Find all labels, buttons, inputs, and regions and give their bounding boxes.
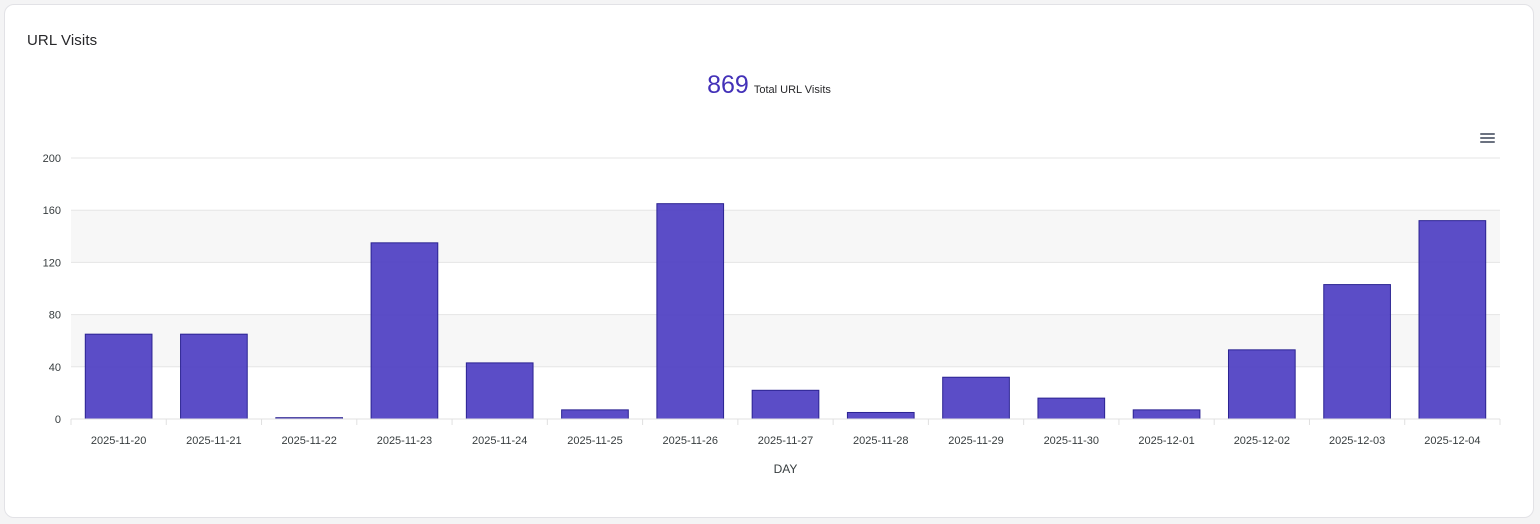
bar <box>942 376 1010 420</box>
x-tick-label: 2025-11-21 <box>186 435 241 447</box>
x-tick-label: 2025-12-01 <box>1138 435 1194 447</box>
y-tick-label: 0 <box>55 414 61 426</box>
bar <box>1037 397 1106 420</box>
bar <box>846 411 915 420</box>
x-tick-label: 2025-11-30 <box>1044 435 1099 447</box>
x-tick-label: 2025-11-24 <box>472 435 527 447</box>
x-tick-label: 2025-11-27 <box>758 435 813 447</box>
bar <box>84 333 153 420</box>
hamburger-menu-icon[interactable] <box>1479 131 1497 145</box>
bar <box>1323 284 1391 420</box>
bar <box>751 389 820 420</box>
bar <box>656 203 725 420</box>
card-title: URL Visits <box>27 32 98 49</box>
total-value: 869 <box>707 71 749 99</box>
x-tick-label: 2025-11-23 <box>377 435 432 447</box>
x-tick-label: 2025-11-29 <box>948 435 1003 447</box>
x-tick-label: 2025-11-22 <box>281 435 336 447</box>
y-tick-label: 40 <box>49 362 61 374</box>
x-tick-label: 2025-11-26 <box>663 435 718 447</box>
x-tick-label: 2025-11-25 <box>567 435 622 447</box>
bar <box>370 242 439 420</box>
x-tick-label: 2025-11-20 <box>91 435 146 447</box>
x-tick-label: 2025-11-28 <box>853 435 908 447</box>
bar <box>1418 220 1487 420</box>
grid-band <box>71 210 1500 263</box>
y-tick-label: 120 <box>43 257 61 269</box>
bar <box>180 333 248 420</box>
y-tick-label: 80 <box>49 310 61 322</box>
grid-band <box>71 262 1500 315</box>
total-summary: 869 Total URL Visits <box>5 71 1533 100</box>
total-label: Total URL Visits <box>753 84 831 96</box>
grid-band <box>71 158 1500 211</box>
x-axis-title: DAY <box>774 462 798 476</box>
bar <box>561 409 629 420</box>
x-tick-label: 2025-12-03 <box>1329 435 1385 447</box>
y-tick-label: 160 <box>43 205 61 217</box>
bar <box>1227 349 1296 420</box>
x-tick-label: 2025-12-02 <box>1234 435 1290 447</box>
y-tick-label: 200 <box>43 153 61 165</box>
x-tick-label: 2025-12-04 <box>1424 435 1480 447</box>
bar <box>465 362 534 420</box>
bar <box>1132 409 1201 420</box>
